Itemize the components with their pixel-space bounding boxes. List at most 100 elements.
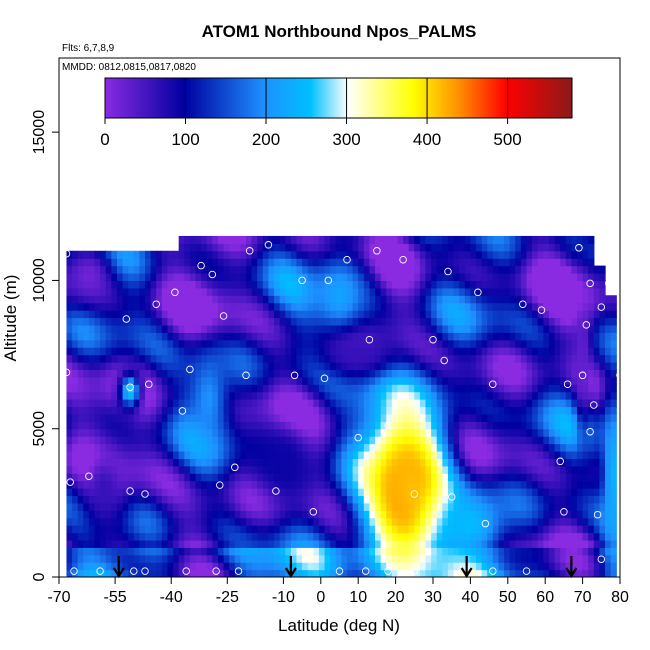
heatmap-cell xyxy=(167,347,174,356)
heatmap-cell xyxy=(532,273,539,282)
heatmap-cell xyxy=(290,361,298,370)
heatmap-cell xyxy=(318,525,326,534)
heatmap-cell xyxy=(77,406,84,415)
heatmap-cell xyxy=(88,250,96,259)
heatmap-cell xyxy=(419,302,427,311)
heatmap-cell xyxy=(246,354,253,363)
heatmap-cell xyxy=(229,517,236,526)
heatmap-cell xyxy=(459,406,466,415)
heatmap-cell xyxy=(206,495,213,504)
heatmap-cell xyxy=(537,554,544,563)
heatmap-cell xyxy=(588,354,595,363)
heatmap-cell xyxy=(610,458,617,467)
heatmap-cell xyxy=(335,399,342,408)
heatmap-cell xyxy=(234,324,241,333)
heatmap-cell xyxy=(408,547,415,556)
heatmap-cell xyxy=(296,295,303,304)
heatmap-cell xyxy=(167,436,174,445)
heatmap-cell xyxy=(234,295,241,304)
heatmap-cell xyxy=(279,302,286,311)
heatmap-cell xyxy=(436,525,443,534)
heatmap-cell xyxy=(375,532,382,541)
heatmap-cell xyxy=(234,450,241,459)
heatmap-cell xyxy=(419,317,427,326)
heatmap-cell xyxy=(571,413,578,422)
heatmap-cell xyxy=(189,443,197,452)
heatmap-cell xyxy=(431,458,438,467)
heatmap-cell xyxy=(285,235,292,244)
heatmap-cell xyxy=(251,361,258,370)
heatmap-cell xyxy=(156,376,163,385)
sample-point xyxy=(597,303,606,311)
heatmap-cell xyxy=(403,280,410,289)
heatmap-cell xyxy=(571,554,578,563)
sample-point xyxy=(298,276,306,285)
heatmap-cell xyxy=(251,450,258,459)
heatmap-cell xyxy=(391,495,399,504)
heatmap-cell xyxy=(167,273,174,282)
heatmap-cell xyxy=(543,369,550,378)
heatmap-cell xyxy=(537,502,544,511)
heatmap-cell xyxy=(476,361,483,370)
heatmap-cell xyxy=(408,384,415,393)
heatmap-cell xyxy=(408,450,415,459)
heatmap-cell xyxy=(145,532,152,541)
heatmap-cell xyxy=(105,517,112,526)
heatmap-cell xyxy=(470,569,477,577)
heatmap-cell xyxy=(582,273,589,282)
heatmap-cell xyxy=(470,532,477,541)
heatmap-cell xyxy=(414,280,421,289)
heatmap-cell xyxy=(212,421,219,430)
heatmap-cell xyxy=(296,376,303,385)
heatmap-cell xyxy=(391,324,399,333)
heatmap-cell xyxy=(150,547,157,556)
heatmap-cell xyxy=(234,235,241,244)
heatmap-cell xyxy=(341,443,348,452)
heatmap-cell xyxy=(189,324,197,333)
heatmap-cell xyxy=(240,235,247,244)
heatmap-cell xyxy=(83,273,90,282)
heatmap-cell xyxy=(576,525,584,534)
heatmap-cell xyxy=(470,250,477,259)
heatmap-cell xyxy=(167,421,174,430)
heatmap-cell xyxy=(391,480,399,489)
heatmap-cell xyxy=(122,295,129,304)
heatmap-cell xyxy=(588,428,595,437)
heatmap-cell xyxy=(145,458,152,467)
heatmap-cell xyxy=(537,243,544,252)
heatmap-cell xyxy=(346,473,354,482)
heatmap-cell xyxy=(560,569,567,577)
heatmap-cell xyxy=(593,376,601,385)
heatmap-cell xyxy=(391,235,399,244)
heatmap-cell xyxy=(116,317,124,326)
heatmap-cell xyxy=(72,280,79,289)
heatmap-cell xyxy=(565,243,572,252)
heatmap-cell xyxy=(251,517,258,526)
heatmap-cell xyxy=(492,569,500,577)
heatmap-cell xyxy=(352,399,359,408)
heatmap-cell xyxy=(476,347,483,356)
heatmap-cell xyxy=(588,539,595,548)
heatmap-cell xyxy=(391,413,399,422)
heatmap-cell xyxy=(88,273,96,282)
heatmap-cell xyxy=(302,510,309,519)
heatmap-cell xyxy=(408,443,415,452)
heatmap-cell xyxy=(234,547,241,556)
heatmap-cell xyxy=(72,258,79,267)
heatmap-cell xyxy=(234,265,241,274)
heatmap-cell xyxy=(403,525,410,534)
heatmap-cell xyxy=(425,562,432,571)
heatmap-cell xyxy=(543,265,550,274)
heatmap-cell xyxy=(554,287,561,296)
heatmap-cell xyxy=(223,465,230,474)
heatmap-cell xyxy=(290,273,298,282)
heatmap-cell xyxy=(94,376,101,385)
heatmap-cell xyxy=(504,354,511,363)
x-axis-label: Latitude (deg N) xyxy=(278,616,400,635)
heatmap-cell xyxy=(116,273,124,282)
heatmap-cell xyxy=(498,480,505,489)
heatmap-cell xyxy=(257,421,264,430)
heatmap-cell xyxy=(100,317,107,326)
heatmap-cell xyxy=(537,525,544,534)
heatmap-cell xyxy=(447,391,455,400)
